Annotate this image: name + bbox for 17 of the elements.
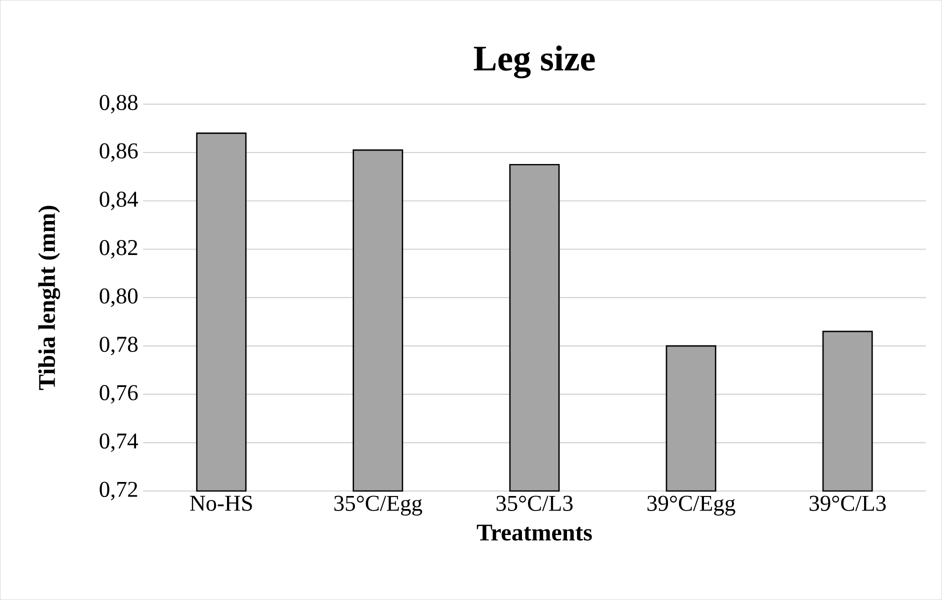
y-tick-label: 0,84 (100, 192, 138, 210)
y-tick-label: 0,80 (100, 288, 138, 307)
x-axis-title: Treatments (476, 524, 592, 541)
x-tick-label: 39°C/L3 (810, 496, 886, 511)
x-tick-label: No-HS (190, 496, 252, 511)
y-tick-label: 0,88 (100, 94, 138, 114)
y-tick-label: 0,82 (100, 240, 138, 258)
y-tick-label: 0,74 (100, 433, 138, 452)
x-tick-label: 35°C/Egg (334, 496, 422, 516)
y-tick-label: 0,76 (100, 385, 138, 404)
chart-title: Leg size (474, 45, 595, 78)
x-tick-label: 35°C/L3 (496, 496, 573, 511)
y-tick-label: 0,78 (100, 336, 138, 356)
y-axis-title: Tibia lenght (mm) (38, 206, 60, 390)
x-tick-label: 39°C/Egg (647, 496, 736, 516)
y-tick-label: 0,86 (100, 143, 138, 162)
y-tick-label: 0,72 (100, 482, 138, 500)
